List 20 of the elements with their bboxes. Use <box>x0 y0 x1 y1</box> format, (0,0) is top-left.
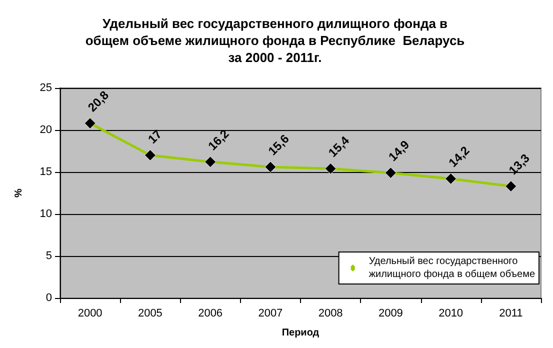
y-tick-label: 25 <box>40 82 52 94</box>
data-label: 16,2 <box>205 126 232 154</box>
y-tick-label: 10 <box>40 208 52 220</box>
x-tick-label: 2010 <box>438 308 464 320</box>
x-tick-label: 2007 <box>258 308 283 320</box>
x-tick-label: 2000 <box>78 308 102 320</box>
y-axis-title: % <box>14 188 24 198</box>
y-tick-label: 15 <box>40 166 52 178</box>
x-tick-label: 2008 <box>318 308 343 320</box>
y-tick-label: 0 <box>46 292 52 304</box>
x-tick-label: 2009 <box>378 308 403 320</box>
y-tick-label: 20 <box>40 124 52 136</box>
chart-title: Удельный вес государственного дилищного фонда в общем объеме жилищного фонда в Республике Беларусь за 2000 - 2011г. <box>85 16 465 65</box>
x-tick-label: 2005 <box>138 308 162 320</box>
x-tick-label: 2006 <box>198 308 223 320</box>
y-tick-label: 5 <box>46 250 52 262</box>
data-label: 17 <box>145 126 165 146</box>
x-tick-label: 2011 <box>499 308 523 320</box>
legend-label: Удельный вес государственного жилищного фонда в общем объеме <box>368 256 536 280</box>
x-axis-title: Период <box>282 328 320 338</box>
